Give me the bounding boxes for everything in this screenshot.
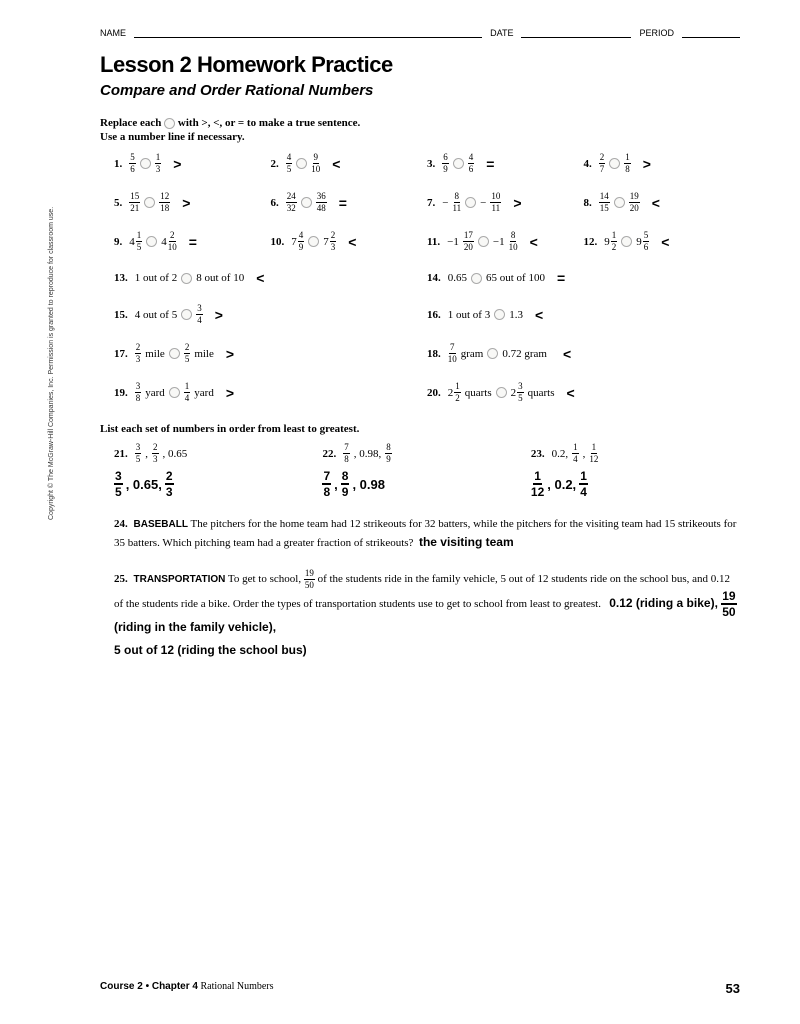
circle-icon: [621, 236, 632, 247]
circle-icon: [453, 158, 464, 169]
circle-icon: [308, 236, 319, 247]
date-blank: [521, 28, 631, 38]
circle-icon: [144, 197, 155, 208]
problem-20: 20. 212 quarts 235 quarts <: [427, 382, 740, 403]
footer: Course 2 • Chapter 4 Rational Numbers 53: [100, 981, 740, 996]
problem-13: 13. 1 out of 2 8 out of 10 <: [114, 270, 427, 286]
circle-icon: [301, 197, 312, 208]
circle-icon: [140, 158, 151, 169]
problem-17: 17. 23 mile 25 mile >: [114, 343, 427, 364]
page-title: Lesson 2 Homework Practice: [100, 52, 740, 78]
problem-14: 14. 0.65 65 out of 100 =: [427, 270, 740, 286]
problem-16: 16. 1 out of 3 1.3 <: [427, 304, 740, 325]
circle-icon: [471, 273, 482, 284]
instructions-3: List each set of numbers in order from l…: [100, 423, 740, 435]
circle-icon: [478, 236, 489, 247]
problem-12: 12.912 956 <: [584, 231, 741, 252]
circle-icon: [169, 387, 180, 398]
circle-icon: [181, 273, 192, 284]
list-problem-21: 21. 35, 23, 0.65 35, 0.65, 23: [114, 443, 322, 498]
problems-section: 1.56 13 > 2.45 910 < 3.69 46 = 4.27 18 >…: [100, 153, 740, 403]
date-label: DATE: [490, 28, 513, 38]
period-blank: [682, 28, 740, 38]
problem-10: 10.749 723 <: [271, 231, 428, 252]
list-problem-23: 23. 0.2, 14, 112 112, 0.2, 14: [531, 443, 739, 498]
problem-19: 19. 38 yard 14 yard >: [114, 382, 427, 403]
problem-1: 1.56 13 >: [114, 153, 271, 174]
problem-4: 4.27 18 >: [584, 153, 741, 174]
name-blank: [134, 28, 482, 38]
problem-5: 5.1521 1218 >: [114, 192, 271, 213]
problem-15: 15. 4 out of 5 34 >: [114, 304, 427, 325]
problem-11: 11.−11720 −1810 <: [427, 231, 584, 252]
word-problem-24: 24. BASEBALL The pitchers for the home t…: [114, 516, 740, 551]
problem-3: 3.69 46 =: [427, 153, 584, 174]
instructions-2: Use a number line if necessary.: [100, 131, 740, 143]
circle-icon: [164, 118, 175, 129]
circle-icon: [494, 309, 505, 320]
circle-icon: [496, 387, 507, 398]
word-problem-25: 25. TRANSPORTATION To get to school, 195…: [114, 569, 740, 659]
problem-7: 7.−811 −1011 >: [427, 192, 584, 213]
period-label: PERIOD: [639, 28, 674, 38]
list-problems: 21. 35, 23, 0.65 35, 0.65, 23 22. 78, 0.…: [100, 443, 740, 498]
instructions-1: Replace each with >, <, or = to make a t…: [100, 117, 740, 129]
circle-icon: [296, 158, 307, 169]
name-label: NAME: [100, 28, 126, 38]
subtitle: Compare and Order Rational Numbers: [100, 82, 740, 99]
circle-icon: [146, 236, 157, 247]
circle-icon: [169, 348, 180, 359]
header-fields: NAME DATE PERIOD: [100, 28, 740, 38]
problem-18: 18. 710 gram 0.72 gram <: [427, 343, 740, 364]
problem-6: 6.2432 3648 =: [271, 192, 428, 213]
problem-9: 9.415 4210 =: [114, 231, 271, 252]
circle-icon: [465, 197, 476, 208]
circle-icon: [181, 309, 192, 320]
circle-icon: [614, 197, 625, 208]
list-problem-22: 22. 78, 0.98, 89 78, 89, 0.98: [322, 443, 530, 498]
problem-2: 2.45 910 <: [271, 153, 428, 174]
copyright: Copyright © The McGraw-Hill Companies, I…: [48, 120, 55, 520]
problem-8: 8.1415 1920 <: [584, 192, 741, 213]
circle-icon: [487, 348, 498, 359]
circle-icon: [609, 158, 620, 169]
